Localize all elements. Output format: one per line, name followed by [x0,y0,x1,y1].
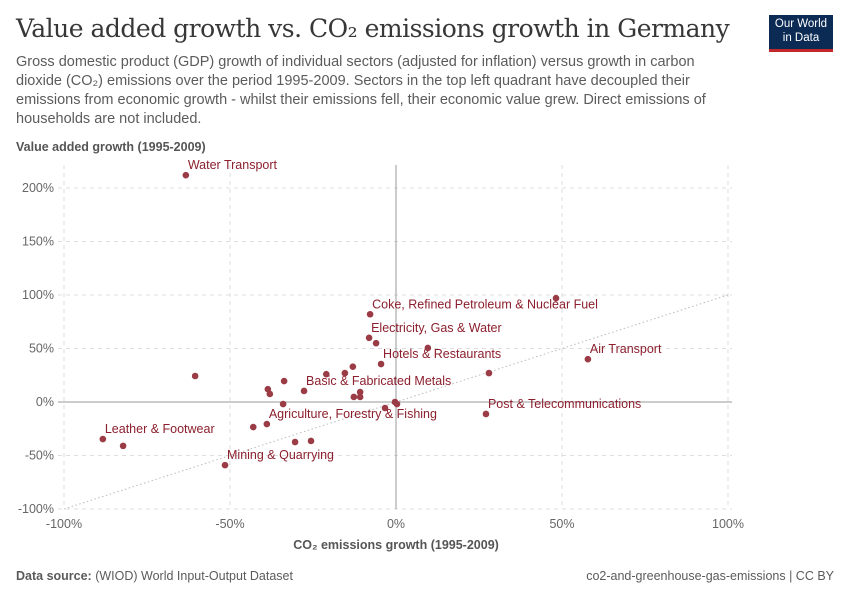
point-label: Coke, Refined Petroleum & Nuclear Fuel [372,297,598,311]
y-axis-label: Value added growth (1995-2009) [16,140,206,154]
data-point [350,393,358,401]
data-point [377,360,385,368]
x-tick-label: -100% [46,517,82,531]
point-label: Hotels & Restaurants [383,347,501,361]
data-point [191,372,199,380]
data-point [393,400,401,408]
data-point [307,437,315,445]
y-tick-label: 200% [22,181,54,195]
x-axis-label: CO₂ emissions growth (1995-2009) [293,538,499,552]
data-point [485,369,493,377]
data-point [482,410,490,418]
y-tick-label: 50% [29,342,54,356]
data-point [356,393,364,401]
point-label: Air Transport [590,342,662,356]
y-tick-label: 0% [36,395,54,409]
x-tick-label: -50% [215,517,244,531]
point-label: Post & Telecommunications [488,397,641,411]
point-label: Leather & Footwear [105,422,215,436]
x-tick-label: 100% [712,517,744,531]
data-point [366,310,374,318]
owid-logo[interactable]: Our World in Data [769,15,833,52]
data-point [381,404,389,412]
data-point [349,363,357,370]
source-label: Data source: [16,569,92,583]
data-point [99,435,107,443]
data-point [322,370,330,378]
data-point [552,294,560,302]
data-point [221,461,229,469]
chart-subtitle: Gross domestic product (GDP) growth of i… [16,54,706,127]
chart-title: Value added growth vs. CO₂ emissions gro… [16,14,730,43]
data-point [356,388,364,396]
point-label: Electricity, Gas & Water [371,321,502,335]
data-point [291,438,299,446]
data-point [424,344,432,352]
data-point [280,377,288,385]
data-point [584,355,592,363]
footer-credit[interactable]: co2-and-greenhouse-gas-emissions | CC BY [586,569,834,583]
y-tick-label: -50% [25,449,54,463]
data-point [341,369,349,377]
x-tick-label: 50% [549,517,574,531]
data-point [182,171,190,179]
data-point [119,442,127,450]
data-point [372,339,380,347]
point-label: Basic & Fabricated Metals [306,374,451,388]
y-tick-label: 100% [22,288,54,302]
source-text: (WIOD) World Input-Output Dataset [95,569,293,583]
y-tick-label: 150% [22,235,54,249]
data-point [365,334,373,342]
point-label: Mining & Quarrying [227,448,334,462]
data-point [263,420,271,428]
data-point [300,387,308,395]
data-point [266,390,274,398]
point-label: Water Transport [188,158,278,172]
data-source: Data source: (WIOD) World Input-Output D… [16,569,293,583]
data-point [279,400,287,408]
x-tick-label: 0% [387,517,405,531]
data-point [249,423,257,431]
y-tick-label: -100% [18,502,54,516]
point-label: Agriculture, Forestry & Fishing [269,407,437,421]
